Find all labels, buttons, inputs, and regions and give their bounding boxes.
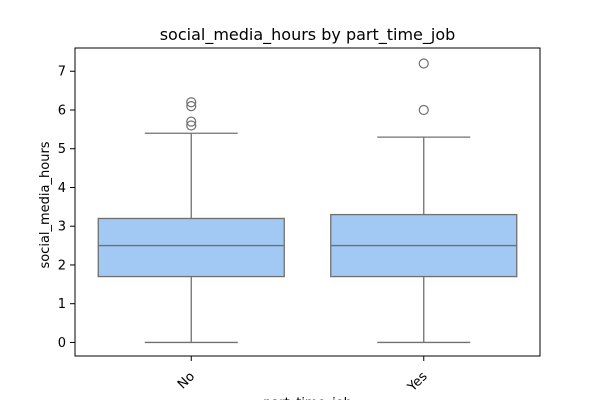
y-tick-label: 0 — [58, 336, 66, 351]
y-tick-label: 4 — [58, 181, 66, 196]
outlier-point — [418, 104, 429, 116]
x-tick-label: Yes — [404, 369, 430, 395]
box-iqr — [97, 217, 285, 278]
x-tick-label: No — [175, 369, 198, 392]
box-group-no — [97, 97, 285, 344]
x-axis-label: part_time_job — [263, 396, 352, 400]
y-tick-label: 2 — [58, 258, 66, 273]
outlier-point — [186, 120, 197, 131]
chart-title: social_media_hours by part_time_job — [160, 25, 456, 45]
y-tick-label: 5 — [58, 142, 66, 157]
y-tick-label: 3 — [58, 220, 66, 235]
plot-frame — [74, 47, 541, 357]
y-tick-label: 6 — [58, 103, 66, 118]
outlier-point — [186, 116, 197, 127]
outlier-point — [418, 58, 429, 69]
y-tick-label: 1 — [58, 297, 66, 312]
outlier-point — [186, 97, 197, 108]
outlier-point — [186, 101, 197, 112]
box-group-yes — [330, 58, 518, 344]
y-axis-label: social_media_hours — [38, 141, 53, 268]
y-tick-label: 7 — [58, 65, 66, 80]
